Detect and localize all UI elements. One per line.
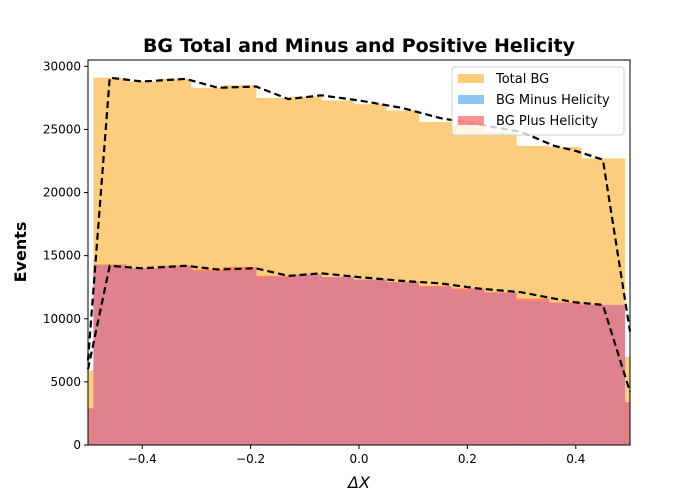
legend-box [451,66,625,136]
bar-bg-plus-helicity-18 [624,402,631,445]
legend-swatch-bg-minus-helicity [458,95,484,104]
bar-bg-plus-helicity-3 [158,265,192,445]
bar-bg-plus-helicity-8 [321,277,354,445]
bar-bg-plus-helicity-9 [353,279,387,445]
x-tick-label: −0.2 [236,452,265,466]
bar-bg-plus-helicity-17 [602,304,625,445]
x-axis-label: ΔX [346,473,371,492]
y-tick-label: 30000 [43,59,81,73]
bar-bg-plus-helicity-15 [548,302,582,445]
bar-total-bg-18 [624,356,631,445]
bar-bg-plus-helicity-10 [386,282,420,445]
y-tick-label: 0 [73,438,81,452]
legend-swatch-total-bg [458,74,484,83]
fit-line-1 [86,264,632,393]
bar-bg-plus-helicity-5 [223,267,257,445]
y-tick-label: 10000 [43,312,81,326]
legend-label-bg-minus-helicity: BG Minus Helicity [496,93,610,108]
legend: Total BG BG Minus Helicity BG Plus Helic… [451,66,625,136]
y-tick-label: 20000 [43,186,81,200]
x-tick-label: 0.4 [566,452,585,466]
chart-title: BG Total and Minus and Positive Helicity [143,35,576,57]
bar-bg-plus-helicity-14 [516,298,550,445]
y-axis-label: Events [11,222,30,283]
x-axis: −0.4 −0.2 0.0 0.2 0.4 [128,445,585,466]
legend-label-bg-plus-helicity: BG Plus Helicity [496,114,598,129]
y-tick-label: 25000 [43,122,81,136]
plot-area [86,76,632,446]
fit-line-0 [86,76,632,361]
bar-bg-plus-helicity-16 [581,304,604,445]
bar-bg-plus-helicity-4 [190,269,224,445]
bar-bg-plus-helicity-13 [483,292,517,445]
bar-bg-plus-helicity-2 [125,268,159,445]
x-tick-label: 0.0 [349,452,368,466]
bar-bg-plus-helicity-6 [256,275,289,445]
legend-swatch-bg-plus-helicity [458,116,484,125]
bar-bg-plus-helicity-1 [93,264,127,445]
legend-label-total-bg: Total BG [495,72,549,87]
bar-bg-plus-helicity-12 [451,288,485,445]
y-tick-label: 15000 [43,249,81,263]
x-tick-label: −0.4 [128,452,157,466]
y-tick-label: 5000 [50,375,81,389]
y-axis: 0 5000 10000 15000 20000 25000 30000 [43,59,88,452]
bar-total-bg-0 [88,370,94,445]
fit-lines [86,76,632,393]
series-bg-plus-helicity [88,264,631,445]
bar-bg-plus-helicity-11 [418,285,452,445]
bar-bg-plus-helicity-7 [288,274,322,445]
bar-bg-plus-helicity-0 [88,408,94,445]
x-tick-label: 0.2 [458,452,477,466]
